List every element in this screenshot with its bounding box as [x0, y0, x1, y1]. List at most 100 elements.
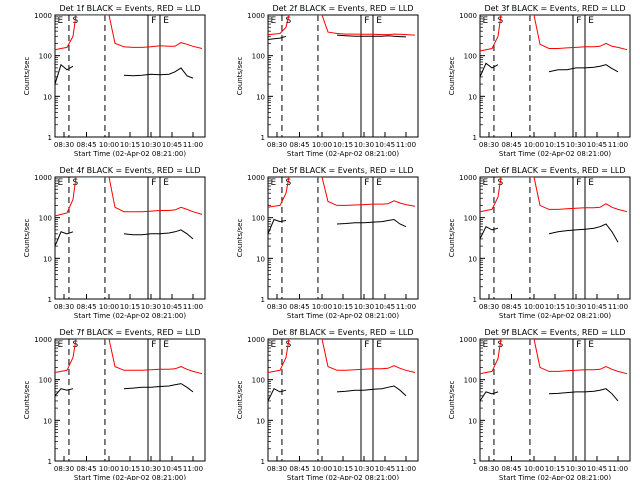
plot-area: 1 10 100 1000 Counts/sec 08:30 08:45 10:00 10:15… [448, 174, 628, 320]
y-axis-label: Counts/sec [23, 219, 31, 258]
plot-frame [267, 338, 419, 462]
y-tick-label: 1000 [247, 12, 265, 20]
region-label: E [271, 178, 277, 188]
series-events-line [55, 231, 74, 247]
x-tick-label: 08:45 [289, 465, 309, 473]
x-axis-label: Start Time (02-Apr-02 08:21:00) [499, 150, 611, 158]
panel-det-2: Det 2f BLACK = Events, RED = LLD 1 10 100 10… [236, 4, 419, 158]
x-tick-label: 10:00 [312, 465, 332, 473]
y-tick-label: 1000 [34, 12, 52, 20]
y-axis-label: Counts/sec [23, 57, 31, 96]
y-tick-label: 100 [39, 53, 52, 61]
plot-frame [479, 176, 631, 300]
region-label: E [58, 178, 64, 188]
plot-area: 1 10 100 1000 Counts/sec 08:30 08:45 10:00 10:15… [23, 12, 203, 158]
region-label: E [271, 16, 277, 26]
x-tick-label: 10:00 [99, 141, 119, 149]
series-events-line [123, 229, 194, 240]
panel-det-7: Det 7f BLACK = Events, RED = LLD 1 10 100 10… [23, 328, 206, 480]
y-tick-label: 100 [464, 53, 477, 61]
panel-det-3: Det 3f BLACK = Events, RED = LLD 1 10 100 10… [448, 4, 631, 158]
series-events-line [548, 64, 619, 73]
panel-title: Det 1f BLACK = Events, RED = LLD [59, 4, 200, 13]
x-tick-label: 10:15 [120, 465, 140, 473]
x-tick-label: 10:00 [312, 141, 332, 149]
y-tick-label: 10 [43, 417, 52, 425]
region-label: E [58, 340, 64, 350]
series-lld-line [480, 339, 628, 375]
region-label: F [151, 16, 156, 26]
series-lld-line [55, 177, 203, 217]
region-label: E [588, 16, 594, 26]
series-events-line [123, 67, 194, 79]
x-tick-label: 08:45 [289, 303, 309, 311]
region-label: E [163, 16, 169, 26]
x-tick-label: 10:00 [312, 303, 332, 311]
x-tick-label: 11:00 [396, 303, 416, 311]
panel-title: Det 2f BLACK = Events, RED = LLD [272, 4, 413, 13]
region-label: F [364, 178, 369, 188]
series-events-line [548, 388, 619, 402]
x-tick-label: 11:00 [183, 141, 203, 149]
region-label: E [483, 340, 489, 350]
x-tick-label: 08:45 [76, 303, 96, 311]
x-axis-label: Start Time (02-Apr-02 08:21:00) [499, 312, 611, 320]
region-label: E [163, 178, 169, 188]
panel-title: Det 9f BLACK = Events, RED = LLD [484, 328, 625, 337]
y-tick-label: 1 [261, 458, 265, 466]
x-tick-label: 10:30 [354, 303, 374, 311]
y-tick-label: 1000 [459, 12, 477, 20]
x-axis-label: Start Time (02-Apr-02 08:21:00) [74, 312, 186, 320]
x-tick-label: 11:00 [608, 465, 628, 473]
y-tick-label: 1000 [459, 336, 477, 344]
y-axis-label: Counts/sec [448, 57, 456, 96]
x-tick-label: 08:30 [54, 465, 74, 473]
series-events-line [548, 223, 619, 243]
x-tick-label: 10:00 [524, 303, 544, 311]
x-tick-label: 10:30 [141, 141, 161, 149]
region-label: E [376, 16, 382, 26]
region-label: F [576, 340, 581, 350]
y-axis-label: Counts/sec [236, 219, 244, 258]
x-tick-label: 08:30 [267, 303, 287, 311]
x-tick-label: 10:30 [354, 141, 374, 149]
y-axis-label: Counts/sec [23, 381, 31, 420]
series-lld-line [268, 177, 416, 208]
y-tick-label: 1 [48, 296, 52, 304]
y-tick-label: 1 [261, 134, 265, 142]
plot-frame [267, 176, 419, 300]
region-label: E [163, 340, 169, 350]
region-label: E [483, 16, 489, 26]
panel-det-5: Det 5f BLACK = Events, RED = LLD 1 10 100 10… [236, 166, 419, 320]
x-tick-label: 11:00 [183, 465, 203, 473]
x-tick-label: 11:00 [396, 465, 416, 473]
series-events-line [268, 388, 287, 402]
y-tick-label: 1 [473, 296, 477, 304]
x-tick-label: 10:15 [545, 141, 565, 149]
x-tick-label: 11:00 [183, 303, 203, 311]
y-tick-label: 1000 [459, 174, 477, 182]
series-lld-line [55, 339, 203, 375]
plot-frame [54, 338, 206, 462]
y-tick-label: 100 [39, 377, 52, 385]
y-tick-label: 100 [252, 215, 265, 223]
panel-det-1: Det 1f BLACK = Events, RED = LLD 1 10 100 10… [23, 4, 206, 158]
x-tick-label: 08:45 [501, 141, 521, 149]
y-axis-label: Counts/sec [448, 219, 456, 258]
x-tick-label: 10:45 [375, 141, 395, 149]
region-label: E [271, 340, 277, 350]
series-events-line [268, 218, 287, 234]
x-tick-label: 10:15 [120, 141, 140, 149]
x-tick-label: 08:30 [479, 465, 499, 473]
panel-title: Det 8f BLACK = Events, RED = LLD [272, 328, 413, 337]
x-tick-label: 08:30 [479, 303, 499, 311]
plot-frame [479, 338, 631, 462]
x-tick-label: 10:45 [162, 303, 182, 311]
x-tick-label: 08:45 [501, 465, 521, 473]
plot-frame [54, 176, 206, 300]
panel-det-9: Det 9f BLACK = Events, RED = LLD 1 10 100 10… [448, 328, 631, 480]
y-tick-label: 1000 [34, 336, 52, 344]
x-tick-label: 10:30 [354, 465, 374, 473]
series-events-line [480, 62, 499, 78]
y-tick-label: 10 [256, 417, 265, 425]
